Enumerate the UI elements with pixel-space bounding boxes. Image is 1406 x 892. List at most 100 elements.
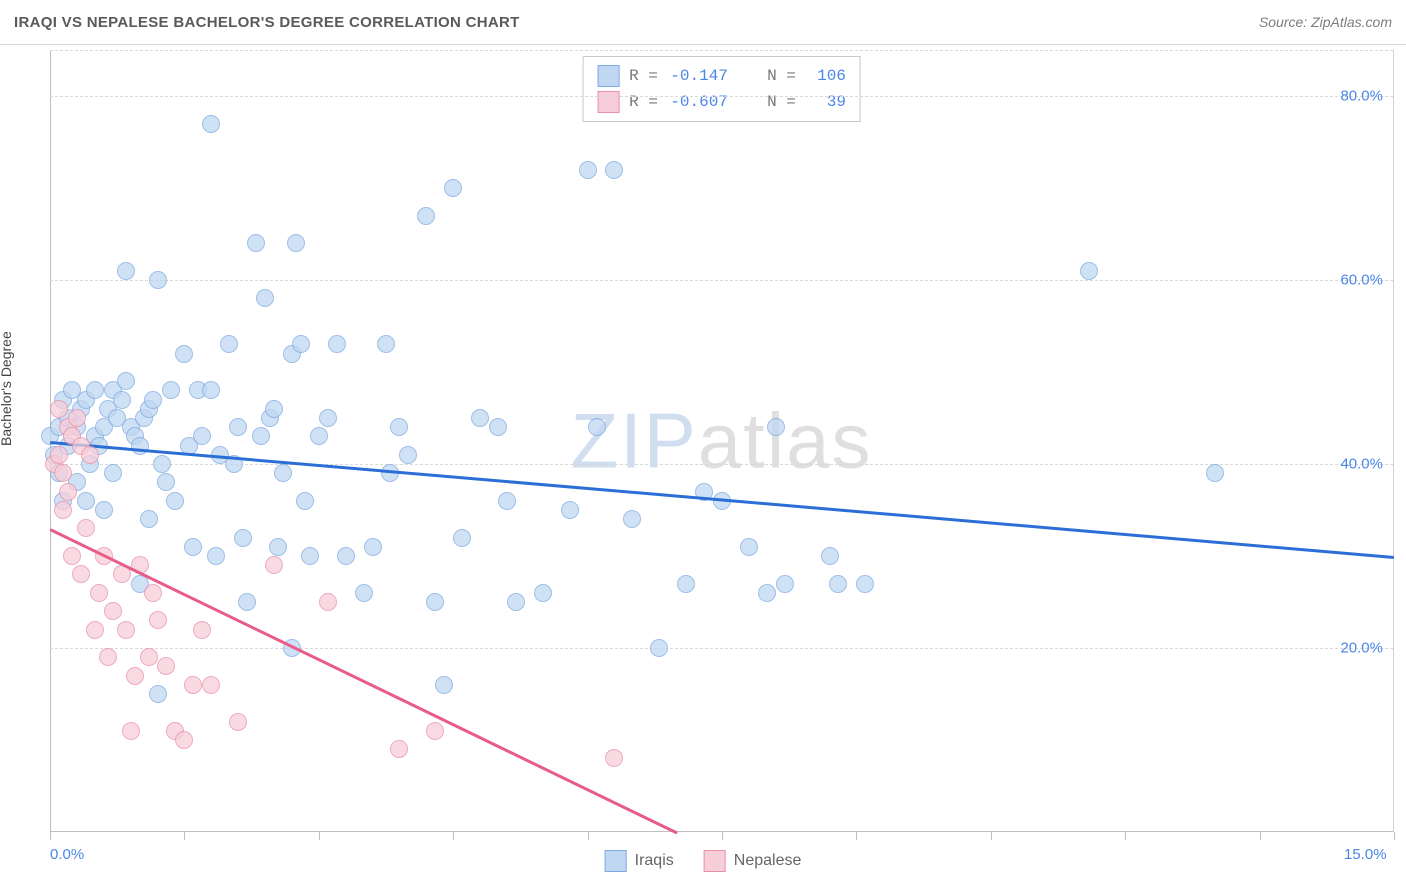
data-point-iraqis — [144, 391, 162, 409]
r-value-nepalese: -0.607 — [668, 89, 728, 115]
trendline-nepalese — [49, 529, 678, 835]
data-point-iraqis — [677, 575, 695, 593]
data-point-iraqis — [202, 115, 220, 133]
watermark-atlas: atlas — [698, 397, 873, 485]
data-point-nepalese — [59, 483, 77, 501]
data-point-iraqis — [287, 234, 305, 252]
plot-area: ZIPatlas R =-0.147 N =106R =-0.607 N =39… — [50, 50, 1394, 832]
data-point-iraqis — [113, 391, 131, 409]
n-value-iraqis: 106 — [806, 63, 846, 89]
legend-label-iraqis: Iraqis — [635, 852, 674, 870]
data-point-nepalese — [72, 565, 90, 583]
data-point-iraqis — [364, 538, 382, 556]
data-point-iraqis — [117, 262, 135, 280]
data-point-iraqis — [292, 335, 310, 353]
legend-item-iraqis: Iraqis — [605, 850, 674, 872]
data-point-iraqis — [149, 271, 167, 289]
data-point-iraqis — [238, 593, 256, 611]
data-point-iraqis — [623, 510, 641, 528]
data-point-iraqis — [229, 418, 247, 436]
watermark: ZIPatlas — [570, 396, 872, 487]
data-point-nepalese — [50, 446, 68, 464]
data-point-iraqis — [740, 538, 758, 556]
data-point-iraqis — [426, 593, 444, 611]
y-tick-label: 60.0% — [1340, 272, 1383, 289]
data-point-iraqis — [417, 207, 435, 225]
data-point-nepalese — [175, 731, 193, 749]
x-tick — [722, 832, 723, 840]
data-point-nepalese — [77, 519, 95, 537]
n-label: N = — [767, 89, 796, 115]
chart-header: IRAQI VS NEPALESE BACHELOR'S DEGREE CORR… — [0, 0, 1406, 45]
data-point-nepalese — [184, 676, 202, 694]
legend-swatch-nepalese-icon — [704, 850, 726, 872]
data-point-iraqis — [776, 575, 794, 593]
data-point-iraqis — [310, 427, 328, 445]
data-point-iraqis — [821, 547, 839, 565]
data-point-iraqis — [86, 381, 104, 399]
data-point-nepalese — [54, 464, 72, 482]
x-tick — [1260, 832, 1261, 840]
data-point-nepalese — [265, 556, 283, 574]
r-value-iraqis: -0.147 — [668, 63, 728, 89]
data-point-iraqis — [758, 584, 776, 602]
data-point-nepalese — [104, 602, 122, 620]
data-point-iraqis — [95, 501, 113, 519]
data-point-iraqis — [140, 510, 158, 528]
data-point-nepalese — [426, 722, 444, 740]
data-point-iraqis — [498, 492, 516, 510]
x-tick — [588, 832, 589, 840]
source-label: Source: ZipAtlas.com — [1259, 14, 1392, 30]
x-tick — [1125, 832, 1126, 840]
chart-title: IRAQI VS NEPALESE BACHELOR'S DEGREE CORR… — [14, 14, 520, 31]
y-tick-label: 80.0% — [1340, 88, 1383, 105]
data-point-iraqis — [355, 584, 373, 602]
data-point-nepalese — [68, 409, 86, 427]
x-tick — [453, 832, 454, 840]
data-point-iraqis — [1080, 262, 1098, 280]
data-point-iraqis — [767, 418, 785, 436]
y-tick-label: 40.0% — [1340, 456, 1383, 473]
gridline-h — [50, 280, 1393, 281]
data-point-nepalese — [126, 667, 144, 685]
data-point-iraqis — [829, 575, 847, 593]
data-point-iraqis — [207, 547, 225, 565]
data-point-iraqis — [1206, 464, 1224, 482]
data-point-iraqis — [471, 409, 489, 427]
gridline-h — [50, 50, 1393, 51]
data-point-nepalese — [99, 648, 117, 666]
x-tick-label: 15.0% — [1344, 846, 1387, 863]
data-point-iraqis — [301, 547, 319, 565]
data-point-nepalese — [202, 676, 220, 694]
data-point-iraqis — [399, 446, 417, 464]
r-label: R = — [629, 63, 658, 89]
data-point-nepalese — [54, 501, 72, 519]
data-point-iraqis — [162, 381, 180, 399]
data-point-iraqis — [193, 427, 211, 445]
plot-canvas: ZIPatlas R =-0.147 N =106R =-0.607 N =39… — [50, 50, 1393, 832]
data-point-iraqis — [220, 335, 238, 353]
data-point-nepalese — [140, 648, 158, 666]
data-point-iraqis — [234, 529, 252, 547]
data-point-iraqis — [296, 492, 314, 510]
data-point-iraqis — [377, 335, 395, 353]
data-point-iraqis — [77, 492, 95, 510]
x-tick — [991, 832, 992, 840]
data-point-iraqis — [390, 418, 408, 436]
data-point-iraqis — [588, 418, 606, 436]
data-point-iraqis — [605, 161, 623, 179]
data-point-nepalese — [229, 713, 247, 731]
gridline-h — [50, 464, 1393, 465]
data-point-iraqis — [149, 685, 167, 703]
data-point-iraqis — [252, 427, 270, 445]
data-point-nepalese — [50, 400, 68, 418]
data-point-iraqis — [117, 372, 135, 390]
data-point-nepalese — [90, 584, 108, 602]
data-point-iraqis — [269, 538, 287, 556]
data-point-iraqis — [265, 400, 283, 418]
data-point-iraqis — [507, 593, 525, 611]
gridline-h — [50, 96, 1393, 97]
x-tick-label: 0.0% — [50, 846, 84, 863]
data-point-nepalese — [390, 740, 408, 758]
legend-item-nepalese: Nepalese — [704, 850, 802, 872]
